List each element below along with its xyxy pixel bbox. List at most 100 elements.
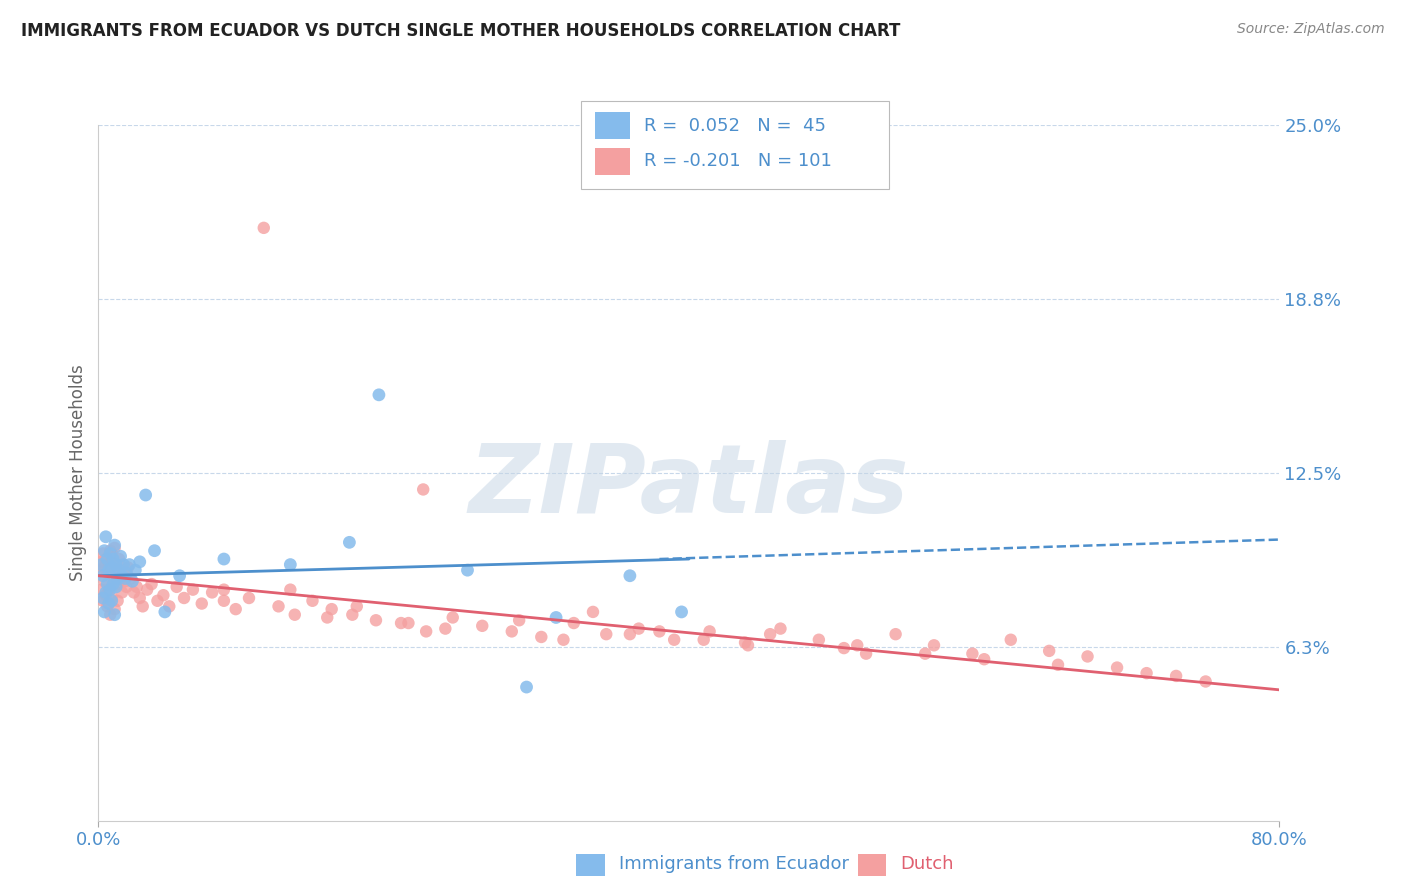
Point [124, 563, 146, 577]
Point [135, 488, 157, 502]
Point [105, 560, 128, 574]
Point [671, 605, 693, 619]
Point [94, 552, 117, 566]
Point [96, 577, 118, 591]
Point [94, 530, 117, 544]
Point [90, 582, 112, 597]
Point [128, 555, 150, 569]
Point [648, 624, 671, 639]
Point [104, 538, 127, 552]
Point [693, 632, 716, 647]
Point [103, 555, 125, 569]
Point [1164, 669, 1187, 683]
Point [152, 588, 174, 602]
Point [627, 622, 650, 636]
Point [111, 585, 134, 599]
Point [100, 594, 122, 608]
Point [515, 680, 537, 694]
Text: Dutch: Dutch [900, 855, 953, 873]
Point [98, 607, 121, 622]
Point [508, 613, 530, 627]
Point [664, 632, 686, 647]
Y-axis label: Single Mother Households: Single Mother Households [69, 365, 87, 581]
Point [90, 555, 112, 569]
Point [94, 585, 117, 599]
Point [914, 647, 936, 661]
Point [97, 597, 120, 611]
Point [111, 568, 134, 582]
Point [412, 483, 434, 497]
Point [114, 572, 136, 586]
Point [112, 558, 135, 572]
Point [97, 555, 120, 569]
Point [278, 558, 302, 572]
Point [253, 220, 276, 235]
Point [104, 602, 127, 616]
Text: IMMIGRANTS FROM ECUADOR VS DUTCH SINGLE MOTHER HOUSEHOLDS CORRELATION CHART: IMMIGRANTS FROM ECUADOR VS DUTCH SINGLE … [21, 22, 900, 40]
Point [153, 605, 176, 619]
Point [100, 560, 122, 574]
Point [396, 615, 419, 630]
Point [103, 577, 125, 591]
Point [267, 599, 290, 614]
Point [501, 624, 523, 639]
Point [110, 549, 132, 564]
Point [132, 599, 155, 614]
Point [316, 610, 339, 624]
Point [619, 627, 641, 641]
Point [121, 574, 143, 589]
Point [91, 546, 114, 560]
Point [807, 632, 830, 647]
Point [1195, 674, 1218, 689]
Point [100, 591, 122, 605]
Point [415, 624, 437, 639]
Point [544, 610, 567, 624]
Point [595, 627, 617, 641]
Point [91, 591, 114, 605]
Point [699, 624, 721, 639]
Point [120, 572, 142, 586]
Text: ZIPatlas: ZIPatlas [468, 440, 910, 533]
Point [105, 558, 128, 572]
Point [100, 546, 122, 560]
Point [832, 641, 855, 656]
Point [337, 535, 360, 549]
Point [118, 558, 141, 572]
Point [157, 599, 180, 614]
Point [97, 563, 120, 577]
Point [93, 574, 115, 589]
Point [884, 627, 907, 641]
Point [91, 594, 114, 608]
Point [107, 577, 129, 591]
Point [107, 594, 129, 608]
Text: Immigrants from Ecuador: Immigrants from Ecuador [619, 855, 849, 873]
Point [191, 597, 214, 611]
Point [181, 582, 204, 597]
Point [117, 560, 139, 574]
Point [108, 552, 131, 566]
Point [238, 591, 260, 605]
Point [1077, 649, 1099, 664]
Point [166, 580, 188, 594]
Point [98, 543, 121, 558]
Point [93, 560, 115, 574]
Point [91, 568, 114, 582]
Point [962, 647, 984, 661]
Point [122, 585, 145, 599]
Point [93, 605, 115, 619]
Point [94, 588, 117, 602]
Point [225, 602, 247, 616]
Point [143, 543, 166, 558]
Point [456, 563, 478, 577]
Point [212, 582, 235, 597]
Point [441, 610, 464, 624]
Point [759, 627, 782, 641]
Text: R = -0.201   N = 101: R = -0.201 N = 101 [644, 153, 832, 170]
Point [110, 572, 132, 586]
Point [104, 541, 127, 555]
Point [973, 652, 995, 666]
Point [530, 630, 553, 644]
Point [284, 607, 307, 622]
Point [104, 607, 127, 622]
Point [471, 619, 494, 633]
